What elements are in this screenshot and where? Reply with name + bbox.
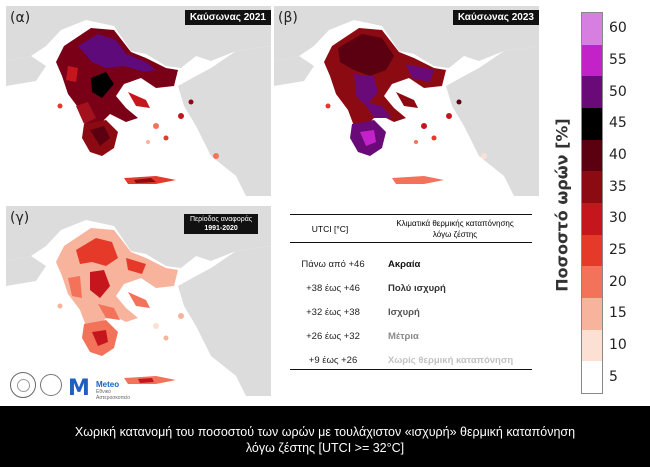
panel-title-line2: 1991-2020 (204, 225, 238, 232)
map-panel-reference: (γ) Περίοδος αναφοράς 1991-2020 (6, 206, 271, 396)
header-utci: UTCI [°C] (311, 224, 349, 234)
map-panel-2021: (α) Καύσωνας 2021 (6, 6, 271, 196)
colorbar-tick: 15 (609, 305, 627, 322)
panel-title: Καύσωνας 2021 (184, 10, 271, 25)
colorbar-segment (582, 76, 602, 109)
colorbar-tick: 10 (609, 337, 627, 354)
meteo-name: Meteo (96, 380, 120, 389)
greece-map-reference (6, 206, 271, 396)
colorbar-label: Ποσοστό ωρών [%] (552, 118, 572, 292)
colorbar-segment (582, 234, 602, 267)
utci-classification-table: UTCI [°C] Κλιματικά θερμικής καταπόνησης… (290, 214, 532, 374)
colorbar-segment (582, 44, 602, 77)
colorbar-tick: 55 (609, 52, 627, 69)
colorbar-tick: 20 (609, 273, 627, 290)
panel-title: Καύσωνας 2023 (452, 10, 539, 25)
colorbar-segment (582, 266, 602, 299)
row-label: Μέτρια (388, 331, 419, 342)
table-row: +38 έως +46 Πολύ ισχυρή (290, 283, 532, 307)
colorbar-tick: 50 (609, 83, 627, 100)
header-class-line1: Κλιματικά θερμικής καταπόνησης (396, 219, 514, 228)
colorbar-segment (582, 203, 602, 236)
row-range: +9 έως +26 (308, 355, 358, 366)
colorbar-tick: 60 (609, 20, 627, 37)
table-row: +26 έως +32 Μέτρια (290, 331, 532, 355)
colorbar-segment (582, 298, 602, 331)
header-class-line2: λόγω ζέστης (432, 230, 478, 239)
row-range: Πάνω από +46 (301, 259, 365, 270)
colorbar-segment (582, 108, 602, 141)
table-bottom-rule (290, 369, 532, 370)
row-label: Πολύ ισχυρή (388, 283, 446, 294)
meteo-mark-icon: M (68, 376, 90, 401)
row-label: Ισχυρή (388, 307, 420, 318)
row-label: Χωρίς θερμική καταπόνηση (388, 355, 514, 366)
table-row: Πάνω από +46 Ακραία (290, 259, 532, 283)
colorbar (581, 12, 603, 394)
caption-footer: Χωρική κατανομή του ποσοστού των ωρών με… (0, 406, 650, 467)
colorbar-segment (582, 361, 602, 394)
greece-map-2021 (6, 6, 271, 196)
colorbar-segment (582, 139, 602, 172)
colorbar-tick: 5 (609, 368, 618, 385)
header-class: Κλιματικά θερμικής καταπόνησης λόγω ζέστ… (378, 218, 532, 240)
university-seal-logo (10, 372, 36, 398)
row-range: +26 έως +32 (306, 331, 360, 342)
row-label: Ακραία (388, 259, 421, 270)
colorbar-segment (582, 13, 602, 46)
table-row: +32 έως +38 Ισχυρή (290, 307, 532, 331)
greece-map-2023 (274, 6, 539, 196)
meteo-subtitle: Εθνικό Αστεροσκοπείο (96, 389, 131, 401)
colorbar-tick: 25 (609, 242, 627, 259)
table-header: UTCI [°C] Κλιματικά θερμικής καταπόνησης… (290, 214, 532, 243)
panel-letter: (α) (10, 10, 31, 26)
colorbar-tick: 35 (609, 178, 627, 195)
colorbar-tick: 40 (609, 147, 627, 164)
row-range: +38 έως +46 (306, 283, 360, 294)
table-row: +9 έως +26 Χωρίς θερμική καταπόνηση (290, 355, 532, 379)
observatory-seal-logo (40, 374, 62, 396)
colorbar-segment (582, 329, 602, 362)
panel-letter: (γ) (10, 210, 30, 226)
colorbar-segment (582, 171, 602, 204)
caption-line1: Χωρική κατανομή του ποσοστού των ωρών με… (74, 425, 576, 439)
row-range: +32 έως +38 (306, 307, 360, 318)
map-panel-2023: (β) Καύσωνας 2023 (274, 6, 539, 196)
caption-line2: λόγω ζέστης [UTCI >= 32°C] (245, 441, 405, 455)
panel-title-line1: Περίοδος αναφοράς (190, 216, 253, 223)
panel-letter: (β) (278, 10, 298, 26)
colorbar-tick: 30 (609, 210, 627, 227)
colorbar-tick: 45 (609, 115, 627, 132)
panel-title: Περίοδος αναφοράς 1991-2020 (184, 214, 259, 234)
meteo-logo: M Meteo Εθνικό Αστεροσκοπείο (68, 374, 131, 401)
